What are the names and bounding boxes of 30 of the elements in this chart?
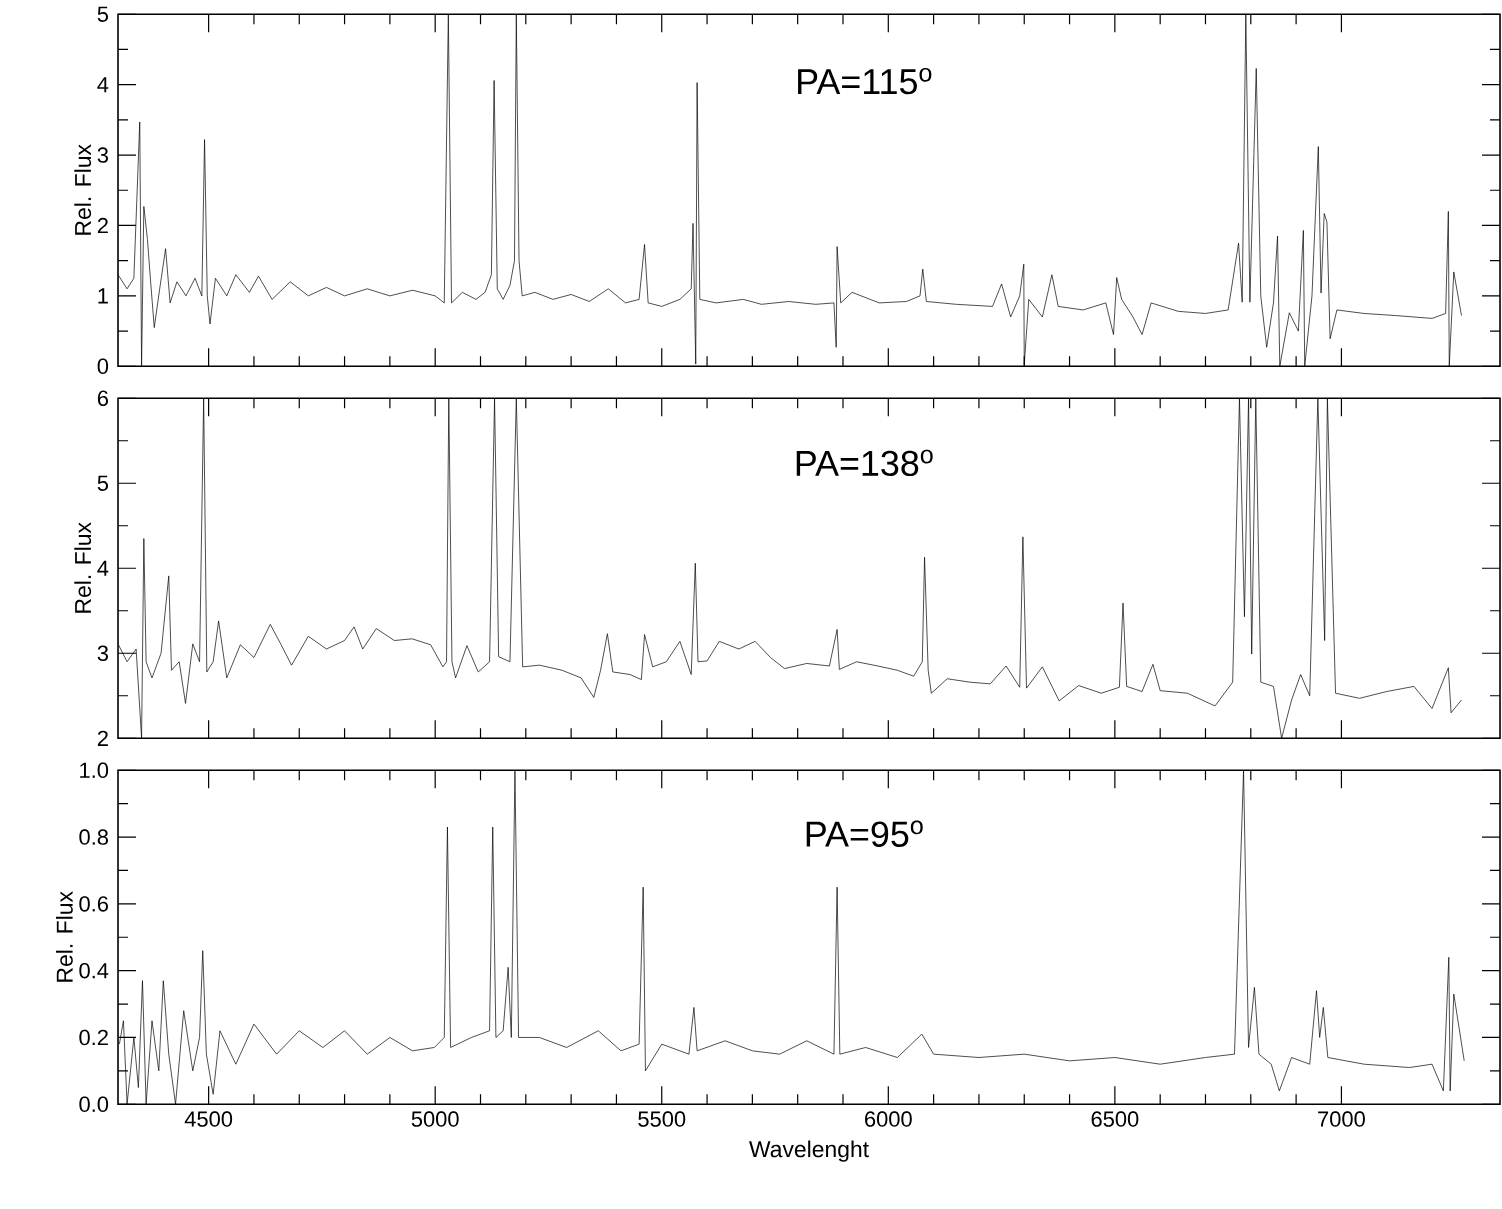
y-tick-label: 5	[97, 6, 109, 22]
x-tick-label: 7000	[1318, 1111, 1365, 1127]
y-tick-label: 5	[97, 475, 109, 491]
y-tick-label: 0	[97, 358, 109, 374]
x-tick-label: 4500	[184, 1111, 233, 1127]
annotation: PA=138$^{o}$	[796, 449, 933, 476]
y-tick-label: 1	[98, 288, 108, 304]
y-tick-label: 3	[97, 147, 108, 163]
y-tick-label: 1.0	[80, 762, 109, 778]
y-tick-label: 0.8	[79, 829, 108, 845]
y-tick-label: 0.4	[79, 962, 109, 979]
x-tick-label: 6000	[865, 1111, 912, 1127]
y-tick-label: 2	[97, 730, 108, 746]
x-tick-label: 5500	[638, 1111, 686, 1127]
y-axis-title: Rel. Flux	[74, 144, 92, 235]
y-axis-title: Rel. Flux	[74, 522, 92, 613]
y-tick-label: 0.0	[79, 1096, 109, 1112]
y-tick-label: 0.6	[79, 896, 108, 912]
annotation: PA=95$^{o}$	[806, 820, 923, 847]
x-tick-label: 5000	[411, 1111, 459, 1127]
x-tick-label: 6500	[1091, 1111, 1139, 1127]
x-axis-title: Wavelenght	[749, 1140, 869, 1162]
y-tick-label: 3	[97, 645, 108, 661]
y-tick-label: 4	[97, 560, 109, 576]
y-tick-label: 4	[97, 77, 109, 93]
y-axis-title: Rel. Flux	[56, 891, 73, 982]
y-tick-label: 2	[97, 217, 108, 233]
y-tick-label: 6	[97, 390, 108, 406]
y-tick-label: 0.2	[79, 1029, 108, 1046]
annotation: PA=115$^{o}$	[798, 67, 932, 95]
